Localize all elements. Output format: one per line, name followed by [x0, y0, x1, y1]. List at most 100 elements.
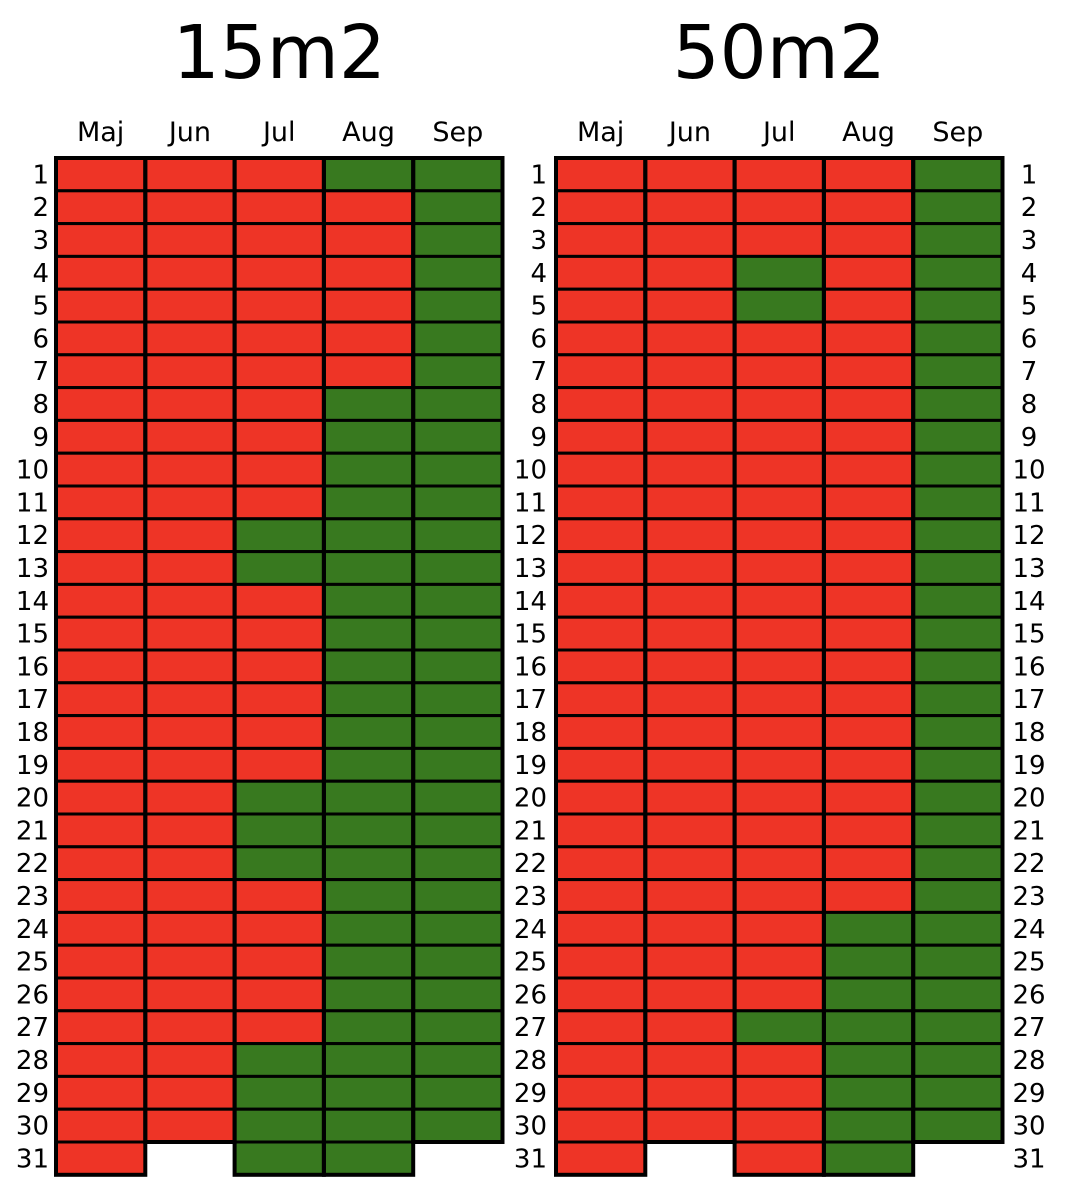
day-label: 5: [32, 292, 49, 322]
day-label: 10: [1012, 456, 1045, 486]
heatmap-cell: [143, 254, 237, 291]
heatmap-cell: [911, 550, 1005, 586]
day-label: 4: [1021, 259, 1038, 289]
heatmap-cell: [322, 779, 415, 816]
heatmap-cell: [733, 320, 826, 357]
day-label: 23: [16, 882, 49, 912]
day-label: 6: [530, 324, 547, 354]
heatmap-cell: [411, 386, 505, 422]
heatmap-cell: [233, 451, 326, 488]
heatmap-cell: [322, 189, 415, 226]
heatmap-cell: [911, 714, 1005, 750]
day-label: 19: [16, 751, 49, 781]
heatmap-cell: [911, 746, 1005, 783]
heatmap-cell: [554, 1042, 647, 1078]
heatmap-cell: [733, 1074, 826, 1111]
day-label: 14: [1012, 587, 1045, 617]
heatmap-cell: [411, 1042, 505, 1078]
day-label: 21: [16, 816, 49, 846]
heatmap-cell: [322, 714, 415, 750]
heatmap-cell: [733, 714, 826, 750]
heatmap-cell: [822, 845, 915, 882]
day-label: 9: [530, 423, 547, 453]
day-label: 8: [32, 390, 49, 420]
day-label: 4: [32, 259, 49, 289]
day-label: 7: [32, 357, 49, 387]
heatmap-cell: [233, 779, 326, 816]
heatmap-cell: [411, 746, 505, 783]
heatmap-cell: [554, 222, 647, 258]
day-label: 1: [32, 160, 49, 190]
day-label: 28: [1012, 1046, 1045, 1076]
heatmap-cell: [54, 681, 147, 718]
day-label: 16: [1012, 652, 1045, 682]
month-column-border: [411, 156, 505, 1144]
heatmap-cell: [822, 779, 915, 816]
heatmap-cell: [911, 353, 1005, 390]
heatmap-cell: [911, 681, 1005, 718]
heatmap-cell: [143, 681, 237, 718]
heatmap-cell: [733, 779, 826, 816]
month-label: Maj: [577, 117, 624, 148]
heatmap-cell: [233, 746, 326, 783]
heatmap-cell: [322, 550, 415, 586]
heatmap-cell: [911, 189, 1005, 226]
heatmap-cell: [54, 156, 147, 193]
day-label: 11: [16, 488, 49, 518]
heatmap-cell: [911, 943, 1005, 980]
heatmap-cell: [554, 418, 647, 455]
heatmap-cell: [733, 550, 826, 586]
heatmap-cell: [554, 812, 647, 849]
day-label: 17: [514, 685, 547, 715]
heatmap-cell: [322, 681, 415, 718]
heatmap-cell: [822, 386, 915, 422]
day-label: 5: [1021, 292, 1038, 322]
heatmap-cell: [822, 681, 915, 718]
heatmap-cell: [822, 189, 915, 226]
heatmap-cell: [54, 1140, 147, 1177]
heatmap-cell: [233, 1140, 326, 1177]
heatmap-cell: [822, 746, 915, 783]
heatmap-cell: [911, 1042, 1005, 1078]
heatmap-cell: [233, 418, 326, 455]
heatmap-cell: [643, 976, 737, 1013]
heatmap-cell: [233, 156, 326, 193]
heatmap-cell: [54, 451, 147, 488]
heatmap-cell: [822, 418, 915, 455]
day-label: 10: [514, 456, 547, 486]
day-label: 3: [530, 226, 547, 256]
heatmap-cell: [643, 615, 737, 652]
heatmap-cell: [733, 845, 826, 882]
heatmap-cell: [822, 1074, 915, 1111]
heatmap-cell: [911, 156, 1005, 193]
heatmap-cell: [233, 681, 326, 718]
heatmap-cell: [554, 746, 647, 783]
day-label: 31: [16, 1144, 49, 1174]
heatmap-cell: [822, 714, 915, 750]
heatmap-cell: [411, 287, 505, 324]
day-label: 26: [514, 980, 547, 1010]
day-label: 12: [514, 521, 547, 551]
heatmap-cell: [643, 1074, 737, 1111]
heatmap-cell: [643, 320, 737, 357]
heatmap-cell: [411, 845, 505, 882]
day-label: 3: [32, 226, 49, 256]
heatmap-cell: [143, 451, 237, 488]
heatmap-cell: [733, 943, 826, 980]
heatmap-cell: [143, 746, 237, 783]
heatmap-cell: [822, 976, 915, 1013]
heatmap-cell: [554, 976, 647, 1013]
day-label: 12: [1012, 521, 1045, 551]
panel-title: 15m2: [173, 10, 386, 96]
heatmap-cell: [54, 222, 147, 258]
heatmap-cell: [233, 1042, 326, 1078]
heatmap-cell: [322, 1140, 415, 1177]
heatmap-cell: [911, 779, 1005, 816]
heatmap-cell: [643, 878, 737, 914]
heatmap-cell: [233, 1074, 326, 1111]
day-label: 6: [1021, 324, 1038, 354]
heatmap-cell: [733, 386, 826, 422]
month-label: Jun: [667, 117, 711, 148]
heatmap-cell: [911, 976, 1005, 1013]
heatmap-cell: [733, 1107, 826, 1144]
